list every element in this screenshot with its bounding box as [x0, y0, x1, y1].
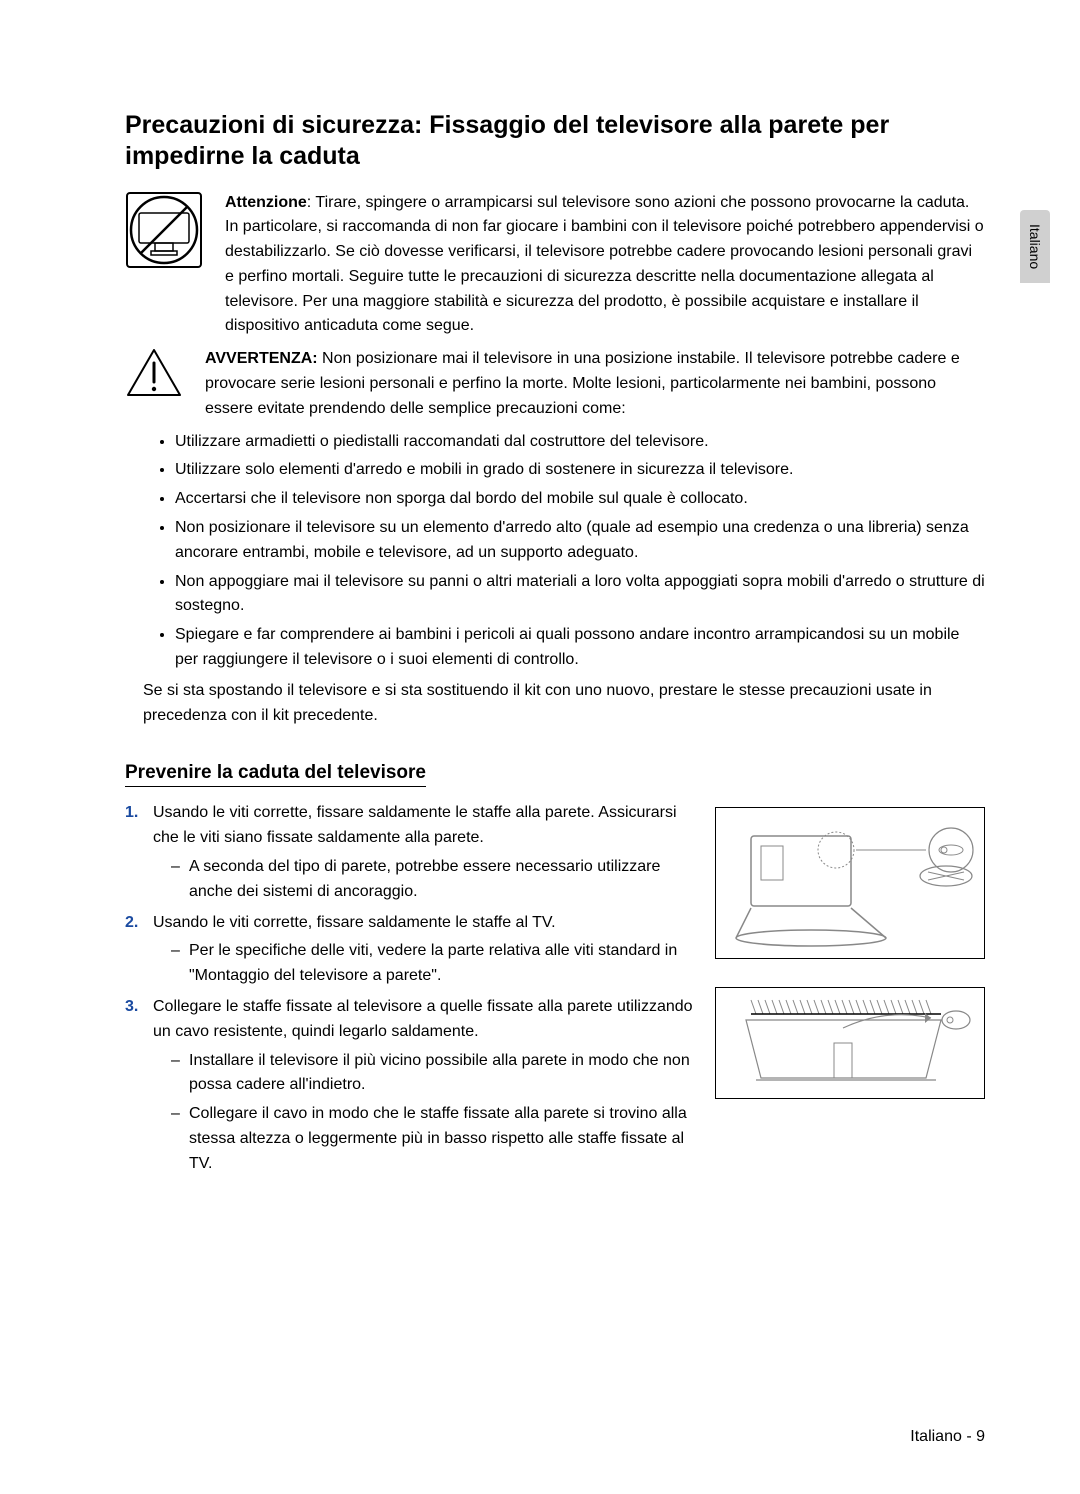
list-item: Utilizzare armadietti o piedistalli racc…	[175, 430, 985, 455]
step-item: Collegare le staffe fissate al televisor…	[125, 995, 695, 1177]
warning-icon	[125, 347, 183, 421]
attention-block: Attenzione: Tirare, spingere o arrampica…	[125, 191, 985, 340]
step-main: Collegare le staffe fissate al televisor…	[153, 998, 693, 1040]
attention-text: Attenzione: Tirare, spingere o arrampica…	[225, 191, 985, 340]
subheading: Prevenire la caduta del televisore	[125, 762, 426, 787]
list-item: Non appoggiare mai il televisore su pann…	[175, 570, 985, 620]
step-main: Usando le viti corrette, fissare saldame…	[153, 804, 677, 846]
diagrams-column	[715, 801, 985, 1182]
diagram-rear	[715, 807, 985, 959]
precautions-list: Utilizzare armadietti o piedistalli racc…	[125, 430, 985, 673]
step-sub-item: Per le specifiche delle viti, vedere la …	[171, 939, 695, 989]
language-tab: Italiano	[1020, 210, 1050, 283]
step-sub-list: Installare il televisore il più vicino p…	[153, 1049, 695, 1177]
step-sub-item: Installare il televisore il più vicino p…	[171, 1049, 695, 1099]
list-item: Utilizzare solo elementi d'arredo e mobi…	[175, 458, 985, 483]
step-main: Usando le viti corrette, fissare saldame…	[153, 914, 556, 931]
list-item: Accertarsi che il televisore non sporga …	[175, 487, 985, 512]
steps-column: Usando le viti corrette, fissare saldame…	[125, 801, 695, 1182]
warning-block: AVVERTENZA: Non posizionare mai il telev…	[125, 347, 985, 421]
step-sub-list: A seconda del tipo di parete, potrebbe e…	[153, 855, 695, 905]
steps-row: Usando le viti corrette, fissare saldame…	[125, 801, 985, 1182]
diagram-wall	[715, 987, 985, 1099]
warning-text: AVVERTENZA: Non posizionare mai il telev…	[205, 347, 985, 421]
step-sub-item: Collegare il cavo in modo che le staffe …	[171, 1102, 695, 1176]
steps-list: Usando le viti corrette, fissare saldame…	[125, 801, 695, 1176]
step-item: Usando le viti corrette, fissare saldame…	[125, 911, 695, 989]
no-climb-icon	[125, 191, 203, 340]
attention-label: Attenzione	[225, 194, 307, 211]
attention-body: : Tirare, spingere o arrampicarsi sul te…	[225, 194, 984, 335]
list-item: Spiegare e far comprendere ai bambini i …	[175, 623, 985, 673]
page-footer: Italiano - 9	[910, 1428, 985, 1446]
list-item: Non posizionare il televisore su un elem…	[175, 516, 985, 566]
step-sub-item: A seconda del tipo di parete, potrebbe e…	[171, 855, 695, 905]
step-sub-list: Per le specifiche delle viti, vedere la …	[153, 939, 695, 989]
after-bullets-text: Se si sta spostando il televisore e si s…	[125, 679, 985, 729]
warning-label: AVVERTENZA:	[205, 350, 322, 367]
page-heading: Precauzioni di sicurezza: Fissaggio del …	[125, 110, 985, 173]
step-item: Usando le viti corrette, fissare saldame…	[125, 801, 695, 904]
